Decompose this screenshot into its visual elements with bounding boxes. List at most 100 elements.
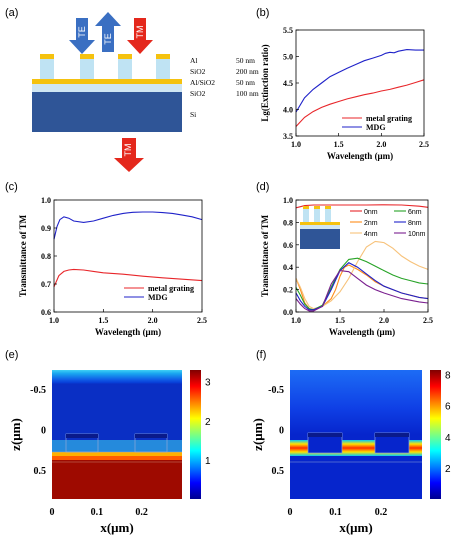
colorbar-tick-label-f-2: 6 [445, 402, 451, 413]
series-line-d-2 [295, 240, 429, 310]
layer-label-al-sio2: Al/SiO2 [190, 78, 215, 87]
series-line-c-1 [53, 211, 203, 240]
y-tick-label-b-4: 5.5 [283, 26, 293, 35]
series-line-d-4 [295, 262, 429, 311]
x-axis-label-e: x(μm) [100, 520, 133, 535]
y-tick-label-b-2: 4.5 [283, 79, 293, 88]
x-tick-label-b-2: 2.0 [376, 140, 386, 149]
series-line-b-1 [295, 49, 424, 113]
legend-label-d-2: 4nm [364, 231, 378, 238]
y-axis-label-f: z(μm) [250, 418, 265, 451]
y-tick-label-e-1: 0 [41, 425, 46, 436]
x-tick-label-b-3: 2.5 [419, 140, 429, 149]
legend-label-c-1: MDG [148, 293, 168, 302]
y-axis-label-c: Transmittance of TM [18, 214, 28, 297]
al-sio2-layer [32, 79, 182, 84]
x-tick-label-c-2: 2.0 [148, 316, 158, 325]
tm-arrow-top-label: TM [135, 26, 145, 39]
plot-frame-d [295, 199, 429, 313]
x-tick-label-c-3: 2.5 [197, 316, 207, 325]
panel-label-f: (f) [256, 349, 266, 361]
panel-label-d: (d) [256, 181, 269, 193]
panel-label-a: (a) [5, 7, 18, 19]
y-tick-label-b-3: 5.0 [283, 53, 293, 62]
heatmap-e: (e) 0 0.1 0.2 -0.5 0 0.5 x(μm) z(μm) 1 2 3 [5, 349, 211, 535]
y-axis-label-b: Lg(Extinction ratio) [260, 44, 270, 121]
series-line-d-5 [295, 270, 429, 312]
colorbar-tick-label-f-0: 2 [445, 464, 451, 475]
x-tick-label-f-0: 0 [288, 507, 293, 518]
y-tick-label-c-4: 1.0 [41, 196, 51, 205]
colorbar-e [190, 370, 201, 499]
x-tick-label-d-1: 1.5 [335, 316, 345, 325]
x-tick-label-f-1: 0.1 [329, 507, 342, 518]
x-tick-label-e-1: 0.1 [91, 507, 104, 518]
y-tick-label-c-3: 0.9 [41, 224, 51, 233]
y-tick-label-d-3: 0.6 [283, 241, 293, 250]
x-axis-label-c: Wavelength (μm) [95, 327, 161, 337]
te-arrow-2-label: TE [103, 33, 113, 45]
y-tick-label-e-0: -0.5 [30, 385, 46, 396]
layer-label-si: Si [190, 110, 196, 119]
inset-structure-d [300, 206, 340, 249]
plot-frame-c [53, 199, 203, 313]
heatmap-f: (f) 0 0.1 0.2 -0.5 0 0.5 x(μm) z(μm) 2 4 6 8 [250, 349, 451, 535]
layer-label-sio2: SiO2 [190, 67, 206, 76]
series-line-b-0 [295, 79, 425, 127]
tm-arrow-bottom: TM [114, 138, 144, 172]
series-line-d-0 [295, 204, 429, 209]
y-tick-label-d-4: 0.8 [283, 218, 293, 227]
y-tick-label-f-1: 0 [279, 425, 284, 436]
x-tick-label-e-2: 0.2 [135, 507, 148, 518]
x-tick-label-d-0: 1.0 [291, 316, 301, 325]
y-axis-label-d: Transmittance of TM [260, 214, 270, 297]
x-tick-label-f-2: 0.2 [375, 507, 388, 518]
layer-value-sio2-2: 100 nm [236, 89, 259, 98]
legend-label-d-5: 10nm [408, 231, 426, 238]
legend-label-c-0: metal grating [148, 284, 194, 293]
panel-a: (a) TE TE TM [5, 7, 259, 172]
si-substrate [32, 92, 182, 132]
tm-arrow-bottom-label: TM [123, 144, 133, 157]
x-axis-label-f: x(μm) [339, 520, 372, 535]
legend-label-b-0: metal grating [366, 114, 412, 123]
x-tick-label-c-0: 1.0 [49, 316, 59, 325]
y-tick-label-c-2: 0.8 [41, 252, 51, 261]
x-tick-label-e-0: 0 [50, 507, 55, 518]
x-tick-label-b-1: 1.5 [334, 140, 344, 149]
legend-label-d-3: 6nm [408, 209, 422, 216]
layer-labels: Al 50 nm SiO2 200 nm Al/SiO2 50 nm SiO2 … [190, 56, 259, 119]
y-tick-label-d-5: 1.0 [283, 196, 293, 205]
legend-label-d-0: 0nm [364, 209, 378, 216]
x-tick-label-c-1: 1.5 [98, 316, 108, 325]
panel-label-c: (c) [5, 181, 18, 193]
colorbar-tick-label-e-1: 2 [205, 417, 211, 428]
layer-label-al: Al [190, 56, 198, 65]
y-tick-label-b-0: 3.5 [283, 132, 293, 141]
y-tick-label-e-2: 0.5 [34, 466, 47, 477]
colorbar-tick-label-f-1: 4 [445, 433, 451, 444]
layer-value-sio2: 200 nm [236, 67, 259, 76]
layer-value-al: 50 nm [236, 56, 255, 65]
x-axis-label-d: Wavelength (μm) [329, 327, 395, 337]
chart-d: (d) 1.0 1.5 2.0 2.5 0.0 0.2 0.4 0.6 0.8 1.0 Wavelen… [256, 181, 433, 337]
y-tick-label-c-0: 0.6 [41, 308, 51, 317]
legend-label-d-4: 8nm [408, 220, 422, 227]
panel-label-b: (b) [256, 7, 269, 19]
colorbar-tick-label-f-3: 8 [445, 371, 451, 382]
y-tick-label-d-0: 0.0 [283, 308, 293, 317]
x-tick-label-b-0: 1.0 [291, 140, 301, 149]
tm-arrow-top: TM [127, 18, 153, 54]
legend-label-b-1: MDG [366, 123, 386, 132]
y-tick-label-f-2: 0.5 [272, 466, 285, 477]
y-axis-label-e: z(μm) [8, 418, 23, 451]
y-tick-label-c-1: 0.7 [41, 280, 51, 289]
panel-label-e: (e) [5, 349, 18, 361]
chart-b: (b) 1.0 1.5 2.0 2.5 3.5 4.0 4.5 5.0 5.5 Wavelength… [256, 7, 429, 161]
te-arrow-2: TE [95, 12, 121, 52]
series-line-d-1 [295, 264, 429, 311]
colorbar-tick-label-e-2: 3 [205, 378, 211, 389]
y-tick-label-d-2: 0.4 [283, 263, 293, 272]
y-tick-label-d-1: 0.2 [283, 286, 293, 295]
